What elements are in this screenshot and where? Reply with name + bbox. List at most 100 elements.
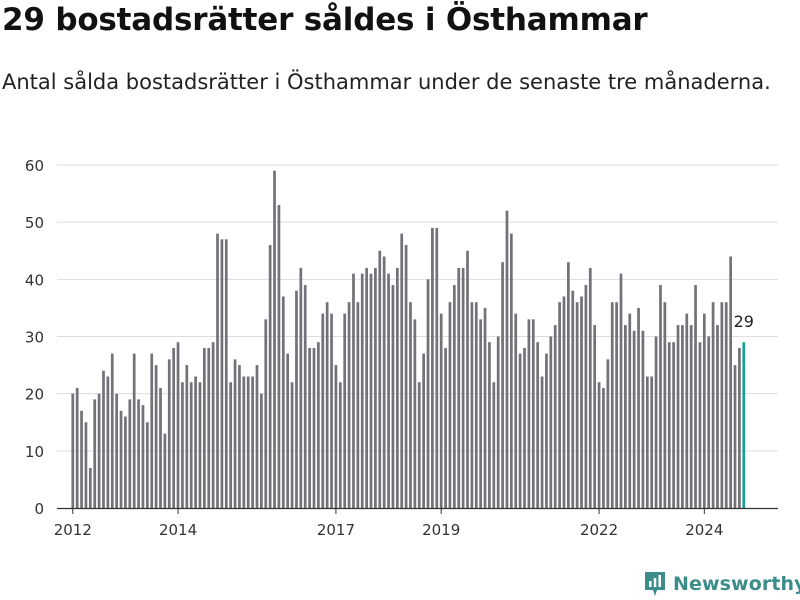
- bar: [553, 325, 557, 508]
- bar: [273, 170, 276, 508]
- bar: [325, 302, 329, 508]
- bar: [711, 302, 715, 508]
- bar: [549, 336, 553, 508]
- bar: [483, 307, 487, 508]
- bar: [374, 267, 377, 508]
- bar: [422, 353, 425, 508]
- bar: [637, 307, 640, 508]
- x-tick-label-2024: 2024: [685, 521, 723, 539]
- bar: [606, 359, 610, 508]
- bar: [461, 267, 465, 508]
- y-tick-label-0: 0: [34, 500, 44, 518]
- bar: [382, 256, 386, 508]
- bar: [558, 302, 561, 508]
- bar: [299, 267, 303, 508]
- bar: [479, 319, 483, 508]
- bar: [233, 359, 237, 508]
- bar: [207, 347, 211, 508]
- bar: [317, 342, 320, 508]
- newsworthy-logo-icon: [645, 572, 665, 596]
- bar: [641, 330, 645, 508]
- bar: [536, 342, 540, 508]
- bar: [474, 302, 478, 508]
- bar: [518, 353, 522, 508]
- bar: [128, 399, 132, 508]
- y-tick-label-50: 50: [25, 214, 44, 232]
- bar: [562, 296, 566, 508]
- bar: [448, 302, 452, 508]
- bar: [334, 365, 338, 508]
- bar: [426, 279, 430, 508]
- bar: [189, 382, 193, 508]
- bar: [435, 227, 439, 508]
- bar: [124, 416, 127, 508]
- bar: [238, 365, 241, 508]
- bar: [584, 285, 588, 508]
- bar: [729, 256, 732, 508]
- bar: [137, 399, 140, 508]
- bar: [404, 245, 408, 508]
- bar: [602, 387, 605, 508]
- bar: [303, 285, 307, 508]
- bar: [246, 376, 250, 508]
- bar: [286, 353, 290, 508]
- bar: [654, 336, 658, 508]
- bar: [593, 325, 597, 508]
- bar: [281, 296, 285, 508]
- x-tick-label-2022: 2022: [580, 521, 618, 539]
- bar: [229, 382, 233, 508]
- y-tick-label-40: 40: [25, 271, 44, 289]
- y-tick-label-30: 30: [25, 329, 44, 347]
- bar: [505, 210, 509, 509]
- bar: [216, 233, 219, 508]
- bar: [347, 302, 351, 508]
- bar: [84, 422, 88, 508]
- bar: [378, 250, 382, 508]
- bar: [277, 205, 281, 508]
- bar: [689, 325, 693, 508]
- bar: [387, 273, 390, 508]
- bar: [466, 250, 469, 508]
- bar: [395, 267, 399, 508]
- bar: [409, 302, 412, 508]
- bar: [255, 365, 259, 508]
- bar: [264, 319, 268, 508]
- bar: [198, 382, 202, 508]
- bar: [220, 239, 224, 508]
- bar: [260, 393, 263, 508]
- bar: [444, 347, 447, 508]
- bar: [80, 410, 83, 508]
- bar: [343, 313, 347, 508]
- bar: [115, 393, 119, 508]
- x-tick-label-2019: 2019: [422, 521, 460, 539]
- bar: [194, 376, 197, 508]
- bar: [650, 376, 654, 508]
- bar: [203, 347, 206, 508]
- bar: [509, 233, 513, 508]
- bar: [150, 353, 154, 508]
- bar: [720, 302, 724, 508]
- bar: [619, 273, 623, 508]
- bar: [417, 382, 421, 508]
- bar: [470, 302, 474, 508]
- bar: [268, 245, 272, 508]
- x-tick-label-2014: 2014: [159, 521, 197, 539]
- bar: [488, 342, 491, 508]
- bar: [145, 422, 149, 508]
- bar: [391, 285, 395, 508]
- bar: [141, 405, 145, 508]
- brand-name: Newsworthy: [673, 573, 800, 595]
- bar: [588, 267, 592, 508]
- bar: [685, 313, 689, 508]
- bar: [172, 347, 176, 508]
- bar: [71, 393, 75, 508]
- bar: [431, 227, 434, 508]
- bar: [176, 342, 180, 508]
- bar: [365, 267, 368, 508]
- bar: [571, 290, 575, 508]
- bar: [575, 302, 579, 508]
- axes: [57, 507, 778, 514]
- bar: [628, 313, 632, 508]
- bar: [724, 302, 728, 508]
